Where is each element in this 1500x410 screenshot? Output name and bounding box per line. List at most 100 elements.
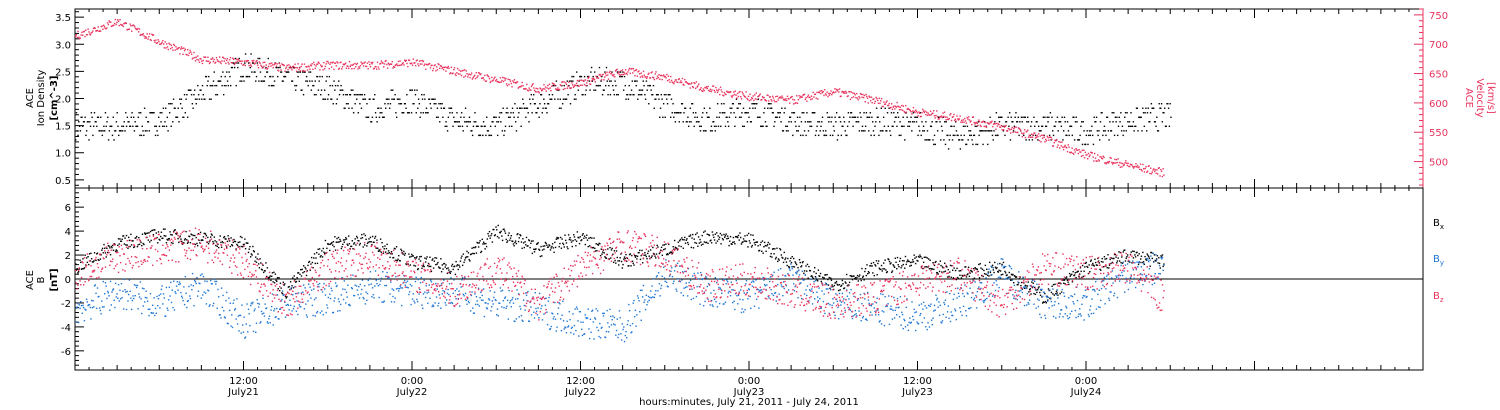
density-point	[745, 112, 747, 114]
density-point	[553, 84, 555, 87]
density-point	[1037, 139, 1039, 141]
Bx-point	[600, 248, 603, 250]
Bx-point	[527, 245, 529, 247]
density-point	[831, 116, 833, 118]
Bx-point	[551, 245, 553, 248]
By-point	[141, 287, 144, 289]
velocity-point	[162, 43, 165, 45]
Bx-point	[640, 254, 642, 257]
velocity-point	[656, 77, 658, 80]
By-point	[109, 309, 111, 311]
velocity-point	[808, 96, 810, 99]
Bx-point	[533, 251, 536, 253]
velocity-point	[390, 63, 392, 65]
density-point	[493, 116, 496, 118]
Bx-point	[376, 239, 378, 241]
density-point	[421, 93, 423, 96]
density-point	[836, 139, 839, 141]
Bx-point	[1135, 251, 1138, 254]
density-point	[958, 139, 960, 141]
Bx-point	[320, 255, 322, 257]
velocity-point	[1013, 127, 1015, 130]
velocity-point	[964, 120, 967, 122]
density-point	[889, 134, 892, 137]
velocity-point	[207, 56, 209, 59]
density-point	[476, 125, 479, 128]
Bx-point	[910, 264, 912, 267]
Bx-point	[654, 255, 656, 257]
Bx-point	[329, 249, 331, 252]
density-point	[918, 125, 920, 128]
density-point	[101, 134, 104, 137]
Bx-point	[557, 237, 560, 239]
velocity-point	[745, 91, 747, 93]
velocity-point	[827, 92, 830, 95]
Bx-point	[930, 267, 932, 270]
Bx-point	[806, 263, 809, 266]
density-point	[1088, 130, 1091, 132]
density-point	[518, 112, 520, 114]
Bx-point	[532, 240, 534, 242]
Bx-point	[893, 266, 896, 268]
velocity-point	[273, 64, 275, 66]
density-point	[784, 107, 786, 109]
velocity-point	[835, 88, 838, 91]
density-point	[429, 103, 432, 105]
Bx-point	[851, 278, 854, 281]
velocity-point	[447, 65, 449, 68]
Bx-point	[938, 263, 940, 265]
density-point	[316, 75, 319, 78]
velocity-point	[82, 31, 85, 33]
density-point	[691, 103, 693, 105]
density-point	[861, 125, 864, 128]
velocity-point	[148, 36, 150, 38]
Bx-point	[513, 245, 515, 247]
density-point	[468, 121, 470, 123]
velocity-point	[289, 65, 292, 68]
velocity-point	[108, 20, 110, 22]
density-point	[177, 107, 179, 109]
density-point	[944, 143, 947, 146]
density-point	[488, 134, 490, 137]
Bx-point	[1093, 265, 1095, 267]
density-point	[240, 75, 242, 78]
Bx-point	[450, 270, 452, 273]
velocity-point	[876, 99, 879, 102]
density-point	[608, 80, 611, 82]
density-point	[914, 116, 916, 118]
By-point	[186, 300, 189, 303]
velocity-point	[211, 58, 213, 60]
By-point	[138, 293, 140, 295]
velocity-point	[572, 86, 575, 88]
velocity-point	[173, 43, 175, 46]
Bx-point	[1137, 263, 1140, 266]
density-point	[918, 130, 921, 132]
Bx-point	[1043, 301, 1045, 304]
velocity-point	[806, 100, 808, 102]
velocity-point	[283, 64, 285, 67]
Bx-point	[1057, 282, 1060, 284]
velocity-point	[584, 79, 586, 81]
Bx-point	[538, 249, 541, 251]
Bx-point	[684, 242, 687, 244]
velocity-point	[844, 92, 846, 94]
Bx-point	[325, 252, 327, 254]
Bx-point	[1072, 270, 1074, 273]
velocity-point	[930, 114, 933, 116]
velocity-point	[842, 92, 845, 94]
density-point	[893, 121, 896, 123]
Bx-point	[355, 244, 357, 246]
Bx-point	[400, 248, 402, 251]
density-point	[1070, 125, 1072, 128]
Bx-point	[312, 267, 314, 269]
velocity-point	[530, 85, 533, 88]
velocity-point	[99, 30, 102, 32]
velocity-point	[799, 95, 802, 98]
Bx-point	[230, 237, 232, 239]
density-point	[525, 116, 527, 118]
velocity-point	[760, 99, 762, 101]
density-point	[1127, 125, 1130, 128]
velocity-point	[479, 73, 481, 76]
density-point	[179, 98, 181, 100]
velocity-point	[859, 97, 861, 99]
